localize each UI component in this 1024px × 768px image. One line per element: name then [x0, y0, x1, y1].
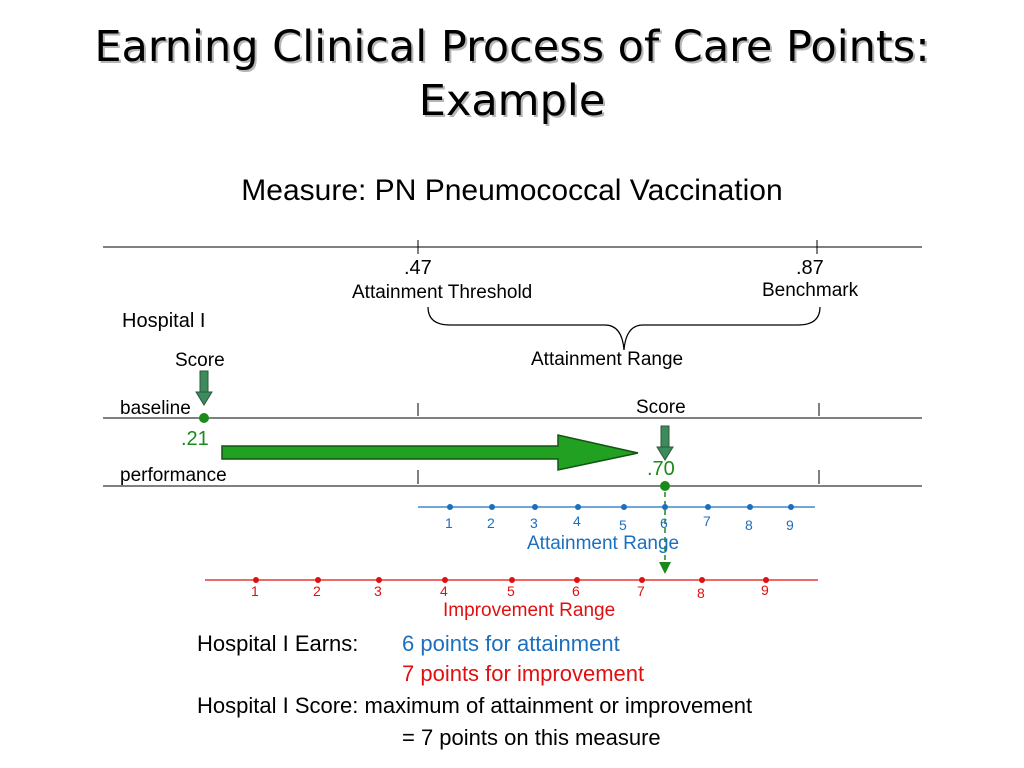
threshold-label: Attainment Threshold	[352, 282, 533, 303]
attainment-scale-tick-label: 4	[573, 513, 581, 529]
attainment-scale-dot	[705, 504, 711, 510]
improvement-scale-tick-label: 7	[637, 583, 645, 599]
attainment-scale-dot	[489, 504, 495, 510]
attainment-scale-tick-label: 2	[487, 515, 495, 531]
attainment-scale-tick-label: 5	[619, 517, 627, 533]
attainment-scale-dot	[532, 504, 538, 510]
improvement-scale-tick-label: 5	[507, 583, 515, 599]
improvement-scale-tick-label: 8	[697, 585, 705, 601]
attainment-scale-tick-label: 8	[745, 517, 753, 533]
baseline-value: .21	[181, 428, 209, 450]
attainment-scale-tick-label: 7	[703, 513, 711, 529]
performance-pointer-head	[656, 446, 674, 461]
improvement-scale-dot	[253, 577, 259, 583]
improvement-scale-tick-label: 2	[313, 583, 321, 599]
improvement-scale-dot	[376, 577, 382, 583]
improvement-scale-label: Improvement Range	[443, 600, 616, 621]
attainment-points: 6 points for attainment	[402, 631, 620, 656]
improvement-scale-dot	[315, 577, 321, 583]
improvement-scale-tick-label: 6	[572, 583, 580, 599]
baseline-dot	[199, 413, 209, 423]
improvement-arrow	[221, 434, 639, 471]
hospital-score-result: = 7 points on this measure	[402, 725, 661, 750]
slide-title: Earning Clinical Process of Care Points:…	[0, 20, 1024, 128]
improvement-scale-dot	[639, 577, 645, 583]
threshold-value: .47	[404, 257, 432, 279]
benchmark-value: .87	[796, 257, 824, 279]
performance-score-label: Score	[636, 397, 686, 418]
improvement-scale-dot	[574, 577, 580, 583]
attainment-scale-tick-label: 1	[445, 515, 453, 531]
hospital-label: Hospital I	[122, 310, 206, 332]
attainment-scale-dot	[747, 504, 753, 510]
performance-pointer-shaft	[660, 425, 670, 449]
title-line-1: Earning Clinical Process of Care Points:	[94, 22, 930, 72]
attainment-scale-dot	[621, 504, 627, 510]
improvement-scale-tick-label: 1	[251, 583, 259, 599]
attainment-scale-dot	[575, 504, 581, 510]
attainment-scale-label: Attainment Range	[527, 533, 680, 554]
improvement-scale-tick-label: 4	[440, 583, 448, 599]
hospital-score-statement: Hospital I Score: maximum of attainment …	[197, 693, 753, 718]
improvement-scale-dot	[442, 577, 448, 583]
baseline-pointer-shaft	[199, 370, 209, 394]
measure-subtitle: Measure: PN Pneumococcal Vaccination	[241, 174, 783, 207]
attainment-scale-tick-label: 3	[530, 515, 538, 531]
baseline-score-label: Score	[175, 350, 225, 371]
attainment-range-brace	[427, 306, 821, 351]
attainment-range-label-top: Attainment Range	[531, 349, 684, 370]
improvement-scale-tick-label: 9	[761, 582, 769, 598]
improvement-scale-dot	[763, 577, 769, 583]
attainment-scale-dot	[788, 504, 794, 510]
attainment-scale-dot	[447, 504, 453, 510]
performance-dot	[660, 481, 670, 491]
performance-label: performance	[120, 465, 227, 486]
title-line-2: Example	[418, 76, 606, 126]
baseline-label: baseline	[120, 398, 191, 419]
earns-label: Hospital I Earns:	[197, 631, 359, 656]
attainment-scale-dot	[662, 504, 668, 510]
improvement-scale-dot	[699, 577, 705, 583]
baseline-pointer-head	[195, 391, 213, 406]
improvement-points: 7 points for improvement	[402, 661, 645, 686]
performance-value: .70	[647, 458, 675, 480]
attainment-scale-tick-label: 9	[786, 517, 794, 533]
attainment-scale-tick-label: 6	[660, 515, 668, 531]
benchmark-label: Benchmark	[762, 280, 859, 301]
improvement-scale-tick-label: 3	[374, 583, 382, 599]
improvement-scale-dot	[509, 577, 515, 583]
